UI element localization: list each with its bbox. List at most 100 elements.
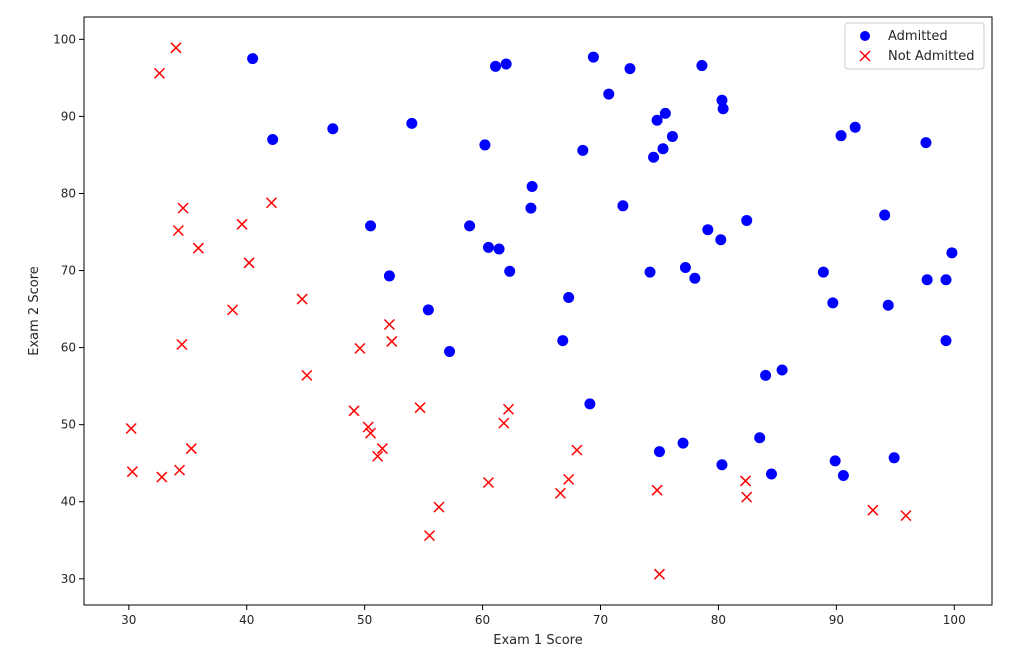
- admitted-point: [827, 297, 839, 309]
- y-tick-label: 40: [61, 495, 76, 509]
- admitted-point: [765, 468, 777, 480]
- not-admitted-point: [172, 224, 184, 236]
- x-tick-label: 80: [711, 613, 726, 627]
- y-tick-label: 80: [61, 186, 76, 200]
- not-admitted-point: [354, 342, 366, 354]
- admitted-point: [837, 470, 849, 482]
- admitted-point: [490, 60, 502, 72]
- not-admitted-point: [433, 501, 445, 513]
- not-admitted-point: [900, 510, 912, 522]
- admitted-point: [920, 137, 932, 149]
- admitted-point: [689, 272, 701, 284]
- not-admitted-point: [156, 471, 168, 483]
- not-admitted-point: [177, 202, 189, 214]
- not-admitted-point: [362, 421, 374, 433]
- admitted-point: [526, 181, 538, 193]
- legend-admitted-marker: [860, 31, 870, 41]
- admitted-point: [327, 123, 339, 135]
- not-admitted-point: [554, 487, 566, 499]
- admitted-point: [422, 304, 434, 316]
- admitted-point: [776, 364, 788, 376]
- admitted-point: [644, 266, 656, 278]
- admitted-point: [716, 94, 728, 106]
- not-admitted-point: [125, 422, 137, 435]
- not-admitted-point: [482, 476, 495, 488]
- admitted-point: [247, 53, 259, 65]
- admitted-point: [666, 130, 678, 142]
- x-tick-label: 40: [239, 613, 254, 627]
- admitted-point: [760, 369, 772, 381]
- legend-frame: [844, 22, 985, 70]
- x-tick-label: 30: [121, 613, 136, 627]
- admitted-point: [603, 88, 615, 100]
- plot-background: [84, 17, 992, 605]
- not-admitted-point: [173, 464, 186, 476]
- admitted-point: [715, 234, 727, 246]
- not-admitted-point: [185, 443, 197, 455]
- not-admitted-point: [153, 67, 166, 79]
- not-admitted-point: [243, 257, 255, 269]
- admitted-point: [383, 270, 395, 282]
- not-admitted-point: [383, 318, 395, 331]
- y-tick-label: 30: [61, 572, 76, 586]
- not-admitted-point: [423, 530, 436, 542]
- admitted-point: [444, 345, 456, 357]
- not-admitted-point: [176, 338, 188, 351]
- not-admitted-point: [126, 466, 138, 478]
- admitted-point: [584, 398, 596, 410]
- x-axis-label: Exam 1 Score: [493, 633, 582, 648]
- not-admitted-point: [563, 473, 575, 485]
- x-axis-ticks: 30 40 50 60 70 80 90 100: [121, 605, 966, 627]
- not-admitted-point: [740, 475, 752, 487]
- not-admitted-point: [192, 242, 204, 254]
- admitted-point: [525, 202, 537, 214]
- admitted-point: [365, 220, 377, 232]
- not-admitted-point: [296, 293, 308, 305]
- admitted-point: [741, 214, 753, 226]
- data-marks: [125, 42, 958, 580]
- admitted-point: [849, 121, 861, 133]
- admitted-point: [888, 452, 900, 464]
- y-tick-label: 50: [61, 418, 76, 432]
- admitted-point: [754, 432, 766, 444]
- not-admitted-point: [414, 402, 426, 414]
- not-admitted-point: [651, 484, 663, 496]
- x-tick-label: 70: [593, 613, 608, 627]
- admitted-point: [493, 243, 505, 255]
- admitted-point: [679, 261, 691, 273]
- admitted-point: [617, 200, 629, 212]
- admitted-point: [716, 459, 728, 471]
- y-tick-label: 60: [61, 341, 76, 355]
- admitted-point: [479, 139, 491, 151]
- admitted-point: [267, 134, 279, 146]
- admitted-point: [696, 60, 708, 72]
- admitted-point: [817, 266, 829, 278]
- not-admitted-point: [348, 405, 360, 417]
- not-admitted-point: [741, 491, 753, 503]
- admitted-point: [946, 247, 958, 259]
- admitted-point: [504, 265, 516, 277]
- y-tick-label: 100: [53, 32, 76, 46]
- admitted-point: [587, 51, 599, 63]
- admitted-point: [464, 220, 476, 232]
- not-admitted-point: [372, 450, 384, 462]
- x-tick-label: 60: [475, 613, 490, 627]
- not-admitted-point: [386, 335, 398, 347]
- not-admitted-point: [571, 444, 583, 456]
- admitted-point: [879, 209, 891, 221]
- admitted-point: [482, 241, 494, 253]
- y-axis-label: Exam 2 Score: [27, 266, 42, 355]
- not-admitted-point: [301, 369, 313, 381]
- admitted-point: [882, 299, 894, 311]
- not-admitted-point: [365, 427, 377, 439]
- not-admitted-point: [170, 42, 182, 54]
- not-admitted-point: [502, 403, 515, 415]
- legend: Admitted Not Admitted: [844, 22, 985, 70]
- not-admitted-point: [867, 504, 879, 516]
- admitted-point: [651, 114, 663, 126]
- admitted-point: [563, 292, 575, 304]
- not-admitted-point: [236, 218, 248, 230]
- x-tick-label: 50: [357, 613, 372, 627]
- admitted-point: [657, 143, 669, 155]
